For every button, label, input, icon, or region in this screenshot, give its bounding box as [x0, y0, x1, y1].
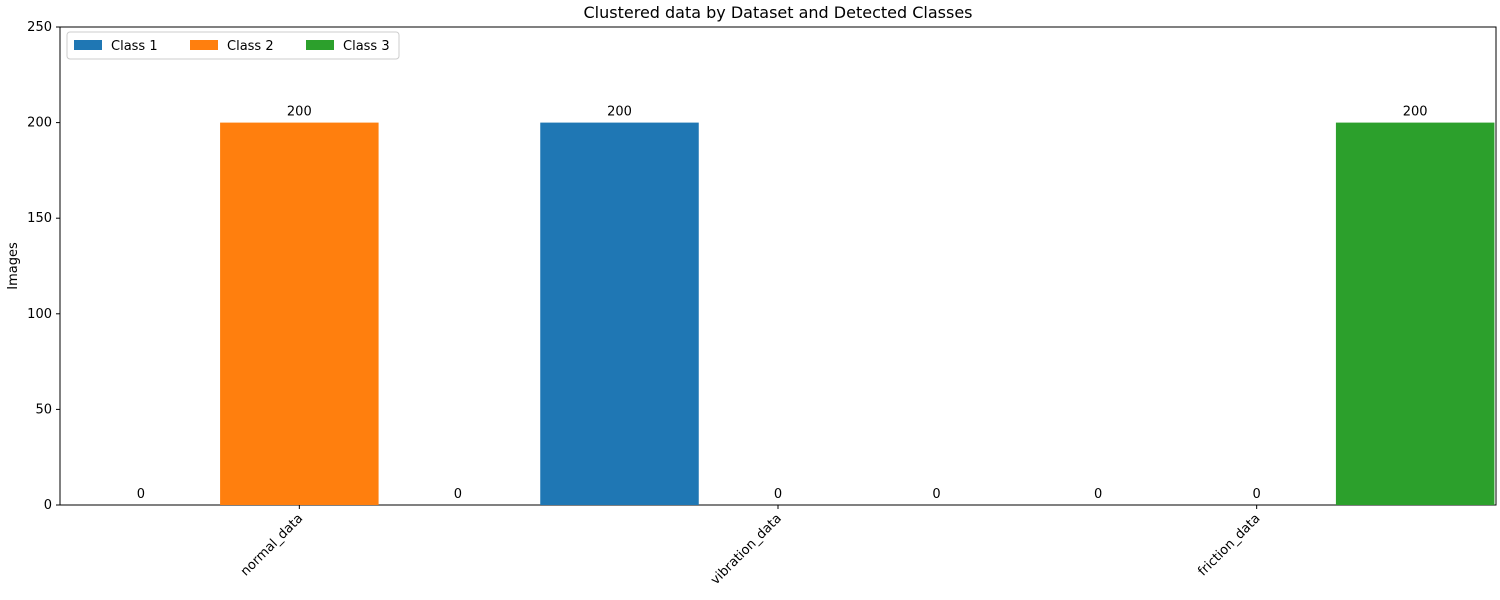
- y-tick-label: 0: [44, 498, 52, 513]
- bar-value-label: 200: [1403, 105, 1428, 120]
- x-tick-label: friction_data: [1195, 511, 1263, 579]
- x-tick-label: normal_data: [238, 511, 306, 579]
- legend-label: Class 1: [111, 39, 158, 54]
- bar-value-label: 200: [607, 105, 632, 120]
- y-axis-label: Images: [6, 242, 21, 290]
- legend-swatch: [190, 40, 218, 50]
- bar: [220, 122, 379, 505]
- legend-swatch: [74, 40, 102, 50]
- y-tick-label: 100: [27, 307, 52, 322]
- plot-area: 0 50 100 150 200 250 0 200 0 normal_data 200 0 0 vibr…: [27, 20, 1497, 588]
- legend-label: Class 3: [343, 39, 390, 54]
- bar-value-label: 0: [774, 487, 782, 502]
- bar-value-label: 0: [454, 487, 462, 502]
- bar: [540, 122, 699, 505]
- y-tick-label: 250: [27, 20, 52, 35]
- bar-value-label: 0: [932, 487, 940, 502]
- legend-box: [66, 31, 400, 60]
- x-tick-label: vibration_data: [708, 511, 785, 588]
- bar-value-label: 0: [1253, 487, 1261, 502]
- bar-value-label: 200: [287, 105, 312, 120]
- y-tick-label: 50: [35, 402, 52, 417]
- bar: [1335, 122, 1495, 505]
- legend-swatch: [306, 40, 334, 50]
- bar-value-label: 0: [137, 487, 145, 502]
- legend-label: Class 2: [227, 39, 274, 54]
- bar-value-label: 0: [1094, 487, 1102, 502]
- chart-title: Clustered data by Dataset and Detected C…: [584, 3, 973, 22]
- y-tick-label: 200: [27, 116, 52, 131]
- legend: Class 1 Class 2 Class 3: [66, 31, 400, 60]
- y-tick-label: 150: [27, 211, 52, 226]
